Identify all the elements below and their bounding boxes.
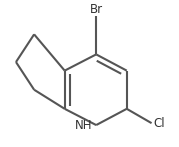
Text: NH: NH — [75, 119, 92, 132]
Text: Cl: Cl — [153, 117, 165, 130]
Text: Br: Br — [90, 3, 103, 16]
